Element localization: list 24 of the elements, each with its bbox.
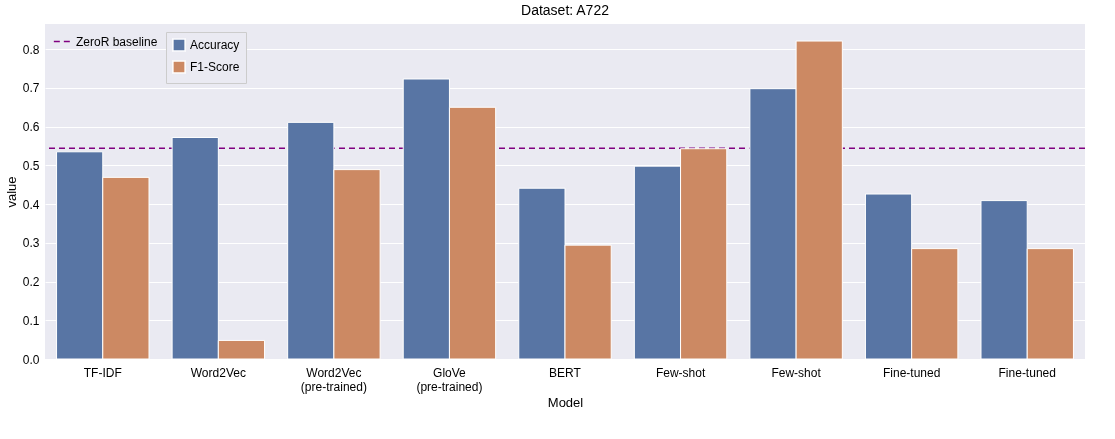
x-tick-label: Word2Vec — [190, 365, 246, 380]
x-tick-label: TF-IDF — [83, 365, 122, 380]
y-tick-label: 0.1 — [22, 313, 40, 328]
y-tick-label: 0.5 — [22, 158, 40, 173]
x-tick-label: Fine-tuned — [882, 365, 941, 380]
x-tick-label: Few-shot — [771, 365, 822, 380]
y-tick-label: 0.8 — [22, 42, 40, 57]
legend-label: ZeroR baseline — [76, 34, 158, 49]
y-tick-label: 0.3 — [22, 236, 40, 251]
legend-label: F1-Score — [190, 60, 240, 74]
x-tick-label: Few-shot — [655, 365, 706, 380]
y-tick-label: 0.6 — [22, 120, 40, 135]
x-tick-label: Fine-tuned — [998, 365, 1056, 380]
x-axis-title: Model — [547, 394, 584, 410]
x-tick-label: Word2Vec (pre-trained) — [300, 365, 367, 394]
y-tick-label: 0.4 — [22, 197, 40, 212]
x-tick-label: BERT — [549, 365, 582, 380]
y-axis-title: value — [3, 176, 19, 208]
chart-title: Dataset: A722 — [521, 2, 610, 18]
legend-label: Accuracy — [190, 38, 240, 52]
y-tick-label: 0.2 — [22, 275, 40, 290]
y-tick-label: 0.0 — [22, 352, 40, 367]
y-tick-label: 0.7 — [22, 81, 40, 96]
x-tick-label: GloVe (pre-trained) — [416, 365, 483, 394]
